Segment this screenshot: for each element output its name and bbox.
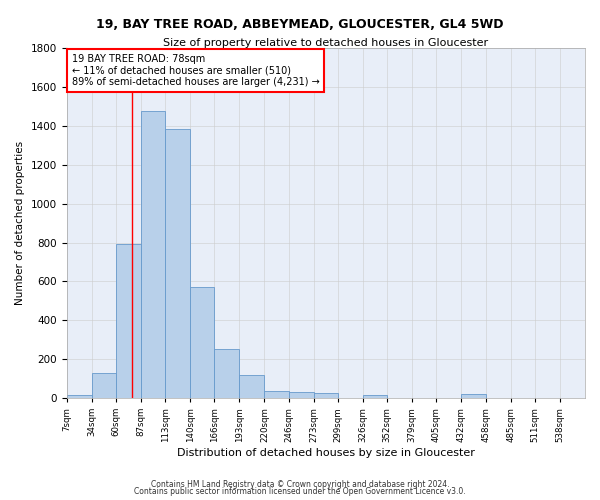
Title: Size of property relative to detached houses in Gloucester: Size of property relative to detached ho… [163,38,488,48]
Bar [265,391,289,398]
Bar [116,244,141,398]
Bar [141,112,165,398]
Text: 19 BAY TREE ROAD: 78sqm
← 11% of detached houses are smaller (510)
89% of semi-d: 19 BAY TREE ROAD: 78sqm ← 11% of detache… [72,54,319,86]
Bar [214,350,239,398]
Bar [239,374,265,398]
Bar [363,394,387,398]
Bar [289,392,314,398]
Text: Contains public sector information licensed under the Open Government Licence v3: Contains public sector information licen… [134,487,466,496]
Bar [461,394,485,398]
Text: 19, BAY TREE ROAD, ABBEYMEAD, GLOUCESTER, GL4 5WD: 19, BAY TREE ROAD, ABBEYMEAD, GLOUCESTER… [96,18,504,30]
Text: Contains HM Land Registry data © Crown copyright and database right 2024.: Contains HM Land Registry data © Crown c… [151,480,449,489]
Bar [165,129,190,398]
Bar [190,288,214,398]
Bar [92,373,116,398]
Bar [314,392,338,398]
Y-axis label: Number of detached properties: Number of detached properties [15,141,25,305]
X-axis label: Distribution of detached houses by size in Gloucester: Distribution of detached houses by size … [177,448,475,458]
Bar [67,395,92,398]
